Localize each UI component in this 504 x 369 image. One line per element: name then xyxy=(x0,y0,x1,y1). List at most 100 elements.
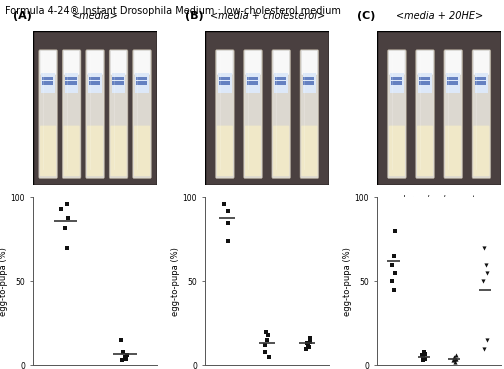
FancyBboxPatch shape xyxy=(391,77,402,80)
FancyBboxPatch shape xyxy=(42,80,53,83)
FancyBboxPatch shape xyxy=(112,77,123,80)
Point xyxy=(480,245,488,251)
Point xyxy=(390,287,398,293)
FancyBboxPatch shape xyxy=(205,31,330,184)
Point xyxy=(390,253,398,259)
FancyBboxPatch shape xyxy=(66,77,77,80)
FancyBboxPatch shape xyxy=(377,31,501,184)
FancyBboxPatch shape xyxy=(247,80,258,83)
Point xyxy=(418,352,426,358)
FancyBboxPatch shape xyxy=(303,77,314,80)
Point xyxy=(224,208,232,214)
FancyBboxPatch shape xyxy=(300,50,319,179)
FancyBboxPatch shape xyxy=(112,83,123,85)
Point xyxy=(389,279,397,284)
Point xyxy=(453,352,461,358)
Point xyxy=(421,356,429,362)
FancyBboxPatch shape xyxy=(66,83,77,85)
FancyBboxPatch shape xyxy=(445,51,461,75)
Point xyxy=(452,356,460,362)
FancyBboxPatch shape xyxy=(62,50,81,179)
FancyBboxPatch shape xyxy=(135,73,149,93)
Point xyxy=(64,215,72,221)
Text: (C): (C) xyxy=(357,11,375,21)
Point xyxy=(117,337,125,343)
FancyBboxPatch shape xyxy=(134,125,150,176)
FancyBboxPatch shape xyxy=(272,50,290,179)
FancyBboxPatch shape xyxy=(244,50,263,179)
Point xyxy=(420,349,428,355)
FancyBboxPatch shape xyxy=(273,51,289,75)
FancyBboxPatch shape xyxy=(475,73,488,93)
FancyBboxPatch shape xyxy=(275,80,286,83)
Point xyxy=(121,354,129,360)
FancyBboxPatch shape xyxy=(218,73,232,93)
FancyBboxPatch shape xyxy=(419,83,430,85)
FancyBboxPatch shape xyxy=(136,83,147,85)
Text: <media + 20HE>: <media + 20HE> xyxy=(396,11,483,21)
FancyBboxPatch shape xyxy=(40,125,56,176)
Point xyxy=(118,357,126,363)
FancyBboxPatch shape xyxy=(303,80,314,83)
FancyBboxPatch shape xyxy=(388,50,406,179)
Point xyxy=(262,349,270,355)
Point xyxy=(306,335,314,341)
FancyBboxPatch shape xyxy=(112,73,125,93)
Text: (B): (B) xyxy=(185,11,204,21)
FancyBboxPatch shape xyxy=(247,77,258,80)
FancyBboxPatch shape xyxy=(391,83,402,85)
Point xyxy=(479,279,487,284)
FancyBboxPatch shape xyxy=(88,73,102,93)
FancyBboxPatch shape xyxy=(217,125,233,176)
FancyBboxPatch shape xyxy=(245,51,261,75)
Point xyxy=(304,342,312,348)
Point xyxy=(62,201,71,207)
FancyBboxPatch shape xyxy=(65,73,79,93)
FancyBboxPatch shape xyxy=(41,73,55,93)
FancyBboxPatch shape xyxy=(275,77,286,80)
Point xyxy=(122,356,130,362)
Text: <media>: <media> xyxy=(72,11,118,21)
Text: larva development: larva development xyxy=(403,195,475,204)
FancyBboxPatch shape xyxy=(444,50,463,179)
Point xyxy=(391,228,399,234)
Point xyxy=(391,270,399,276)
FancyBboxPatch shape xyxy=(417,125,433,176)
Point xyxy=(61,225,70,231)
Point xyxy=(265,354,273,360)
FancyBboxPatch shape xyxy=(389,51,405,75)
Point xyxy=(262,329,270,335)
Point xyxy=(419,354,427,360)
FancyBboxPatch shape xyxy=(419,80,430,83)
FancyBboxPatch shape xyxy=(87,51,103,75)
FancyBboxPatch shape xyxy=(219,77,230,80)
FancyBboxPatch shape xyxy=(303,83,314,85)
FancyBboxPatch shape xyxy=(33,31,157,184)
FancyBboxPatch shape xyxy=(390,73,404,93)
Point xyxy=(483,270,491,276)
Point xyxy=(483,337,491,343)
FancyBboxPatch shape xyxy=(133,50,151,179)
FancyBboxPatch shape xyxy=(416,50,434,179)
Point xyxy=(420,351,428,356)
Text: (A): (A) xyxy=(13,11,32,21)
FancyBboxPatch shape xyxy=(245,125,261,176)
Point xyxy=(264,332,272,338)
FancyBboxPatch shape xyxy=(134,51,150,75)
FancyBboxPatch shape xyxy=(447,73,460,93)
FancyBboxPatch shape xyxy=(417,51,433,75)
FancyBboxPatch shape xyxy=(136,77,147,80)
FancyBboxPatch shape xyxy=(391,80,402,83)
Text: Formula 4-24® Instant Drosophila Medium : low-cholesterol medium: Formula 4-24® Instant Drosophila Medium … xyxy=(5,6,341,15)
FancyBboxPatch shape xyxy=(247,83,258,85)
Point xyxy=(449,357,457,363)
FancyBboxPatch shape xyxy=(447,80,458,83)
Point xyxy=(261,342,269,348)
FancyBboxPatch shape xyxy=(275,83,286,85)
Point xyxy=(452,356,460,362)
FancyBboxPatch shape xyxy=(301,125,318,176)
Point xyxy=(119,349,127,355)
Point xyxy=(451,359,459,365)
FancyBboxPatch shape xyxy=(273,125,289,176)
Y-axis label: egg-to-pupa (%): egg-to-pupa (%) xyxy=(343,247,352,316)
